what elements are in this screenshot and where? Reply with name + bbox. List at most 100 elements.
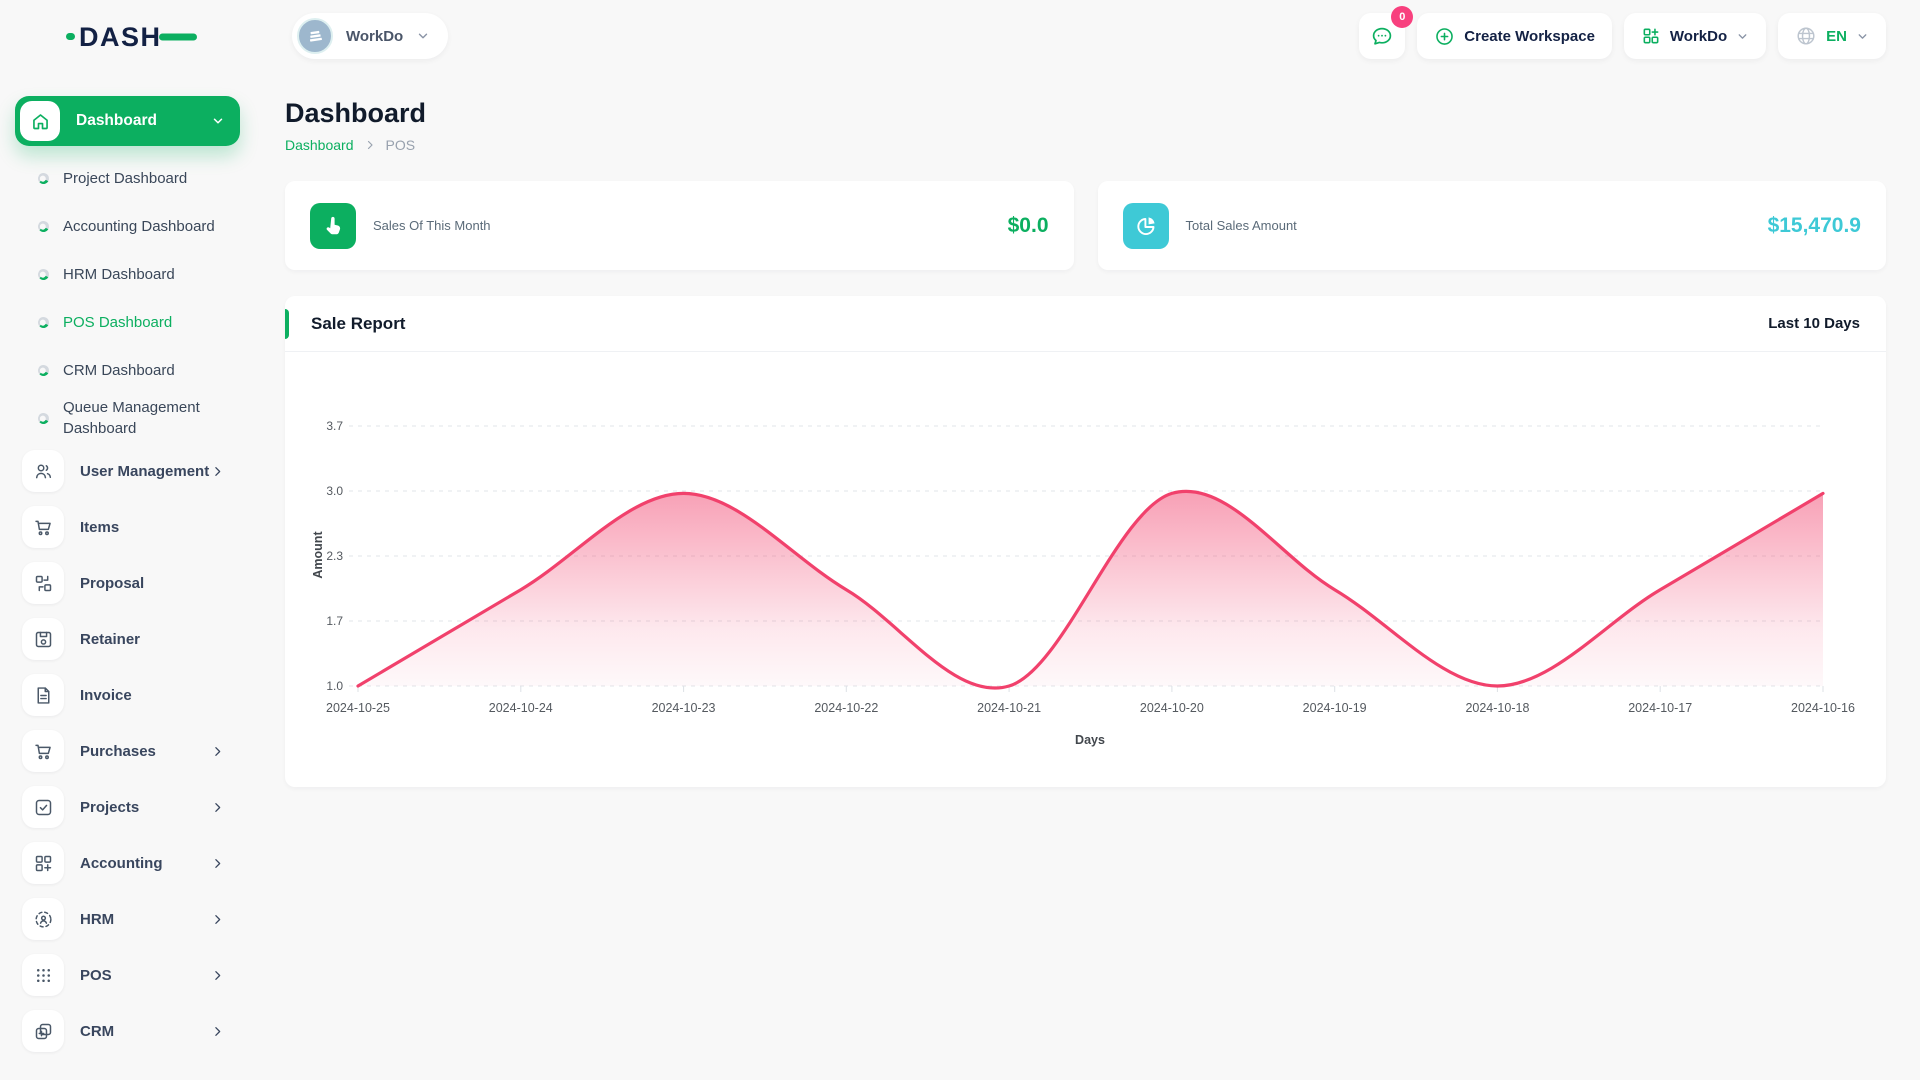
- building-icon: [309, 30, 322, 42]
- sidebar-item-label: Accounting: [80, 854, 163, 872]
- sidebar-group-label: Dashboard: [76, 112, 157, 129]
- breadcrumb-current: POS: [385, 137, 416, 153]
- x-axis-title: Days: [1075, 733, 1105, 747]
- cart-icon: [22, 506, 64, 548]
- sidebar-item-accounting-dashboard[interactable]: Accounting Dashboard: [15, 202, 240, 250]
- logo-text: DASH: [79, 22, 162, 52]
- stat-value: $15,470.9: [1767, 213, 1861, 237]
- sale-report-card: Sale Report Last 10 Days Amount Days 1.0…: [285, 296, 1886, 787]
- sidebar-item-proposal[interactable]: Proposal: [22, 562, 240, 604]
- donut-icon: [35, 218, 52, 234]
- donut-icon: [35, 314, 52, 330]
- workspace-selector[interactable]: WorkDo: [292, 13, 449, 59]
- chevron-right-icon: [211, 801, 224, 814]
- sidebar-item-dashboard[interactable]: Dashboard: [15, 96, 240, 146]
- check-square-icon: [22, 786, 64, 828]
- x-axis-tick: 2024-10-21: [977, 701, 1042, 715]
- chevron-right-icon: [364, 139, 376, 151]
- workspace-dropdown-label: WorkDo: [1669, 27, 1728, 45]
- workspace-dropdown[interactable]: WorkDo: [1623, 13, 1767, 59]
- y-axis-tick: 1.7: [326, 614, 343, 628]
- sidebar-item-retainer[interactable]: Retainer: [22, 618, 240, 660]
- x-axis-tick: 2024-10-18: [1465, 701, 1530, 715]
- sidebar-item-label: Projects: [80, 798, 140, 816]
- y-axis-tick: 3.7: [326, 419, 343, 433]
- create-workspace-button[interactable]: Create Workspace: [1417, 13, 1612, 59]
- breadcrumb: Dashboard POS: [285, 137, 1886, 153]
- sidebar-item-hrm[interactable]: HRM: [22, 898, 240, 940]
- breadcrumb-dashboard-link[interactable]: Dashboard: [285, 137, 354, 153]
- sidebar-item-items[interactable]: Items: [22, 506, 240, 548]
- crm-icon: [22, 1010, 64, 1052]
- y-axis-tick: 3.0: [326, 484, 343, 498]
- sidebar-item-label: Project Dashboard: [63, 169, 188, 187]
- sidebar-item-purchases[interactable]: Purchases: [22, 730, 240, 772]
- sidebar-item-label: Retainer: [80, 630, 141, 648]
- sidebar-item-crm[interactable]: CRM: [22, 1010, 240, 1052]
- chevron-right-icon: [211, 913, 224, 926]
- sidebar-item-projects[interactable]: Projects: [22, 786, 240, 828]
- y-axis-tick: 2.3: [326, 549, 343, 563]
- sale-report-chart: Amount Days 1.0 1.7 2.3 3.0 3.7 2024-10-25 202…: [285, 352, 1886, 786]
- sidebar: Dashboard Project Dashboard Accounting D…: [0, 72, 240, 1066]
- messages-button[interactable]: 0: [1359, 6, 1414, 59]
- chevron-right-icon: [211, 969, 224, 982]
- sidebar-item-label: HRM Dashboard: [63, 265, 175, 283]
- stats-row: Sales Of This Month $0.0 Total Sales Amo…: [285, 181, 1886, 270]
- donut-icon: [35, 362, 52, 378]
- language-label: EN: [1826, 27, 1847, 45]
- x-axis-tick: 2024-10-20: [1139, 701, 1204, 715]
- sidebar-item-user-management[interactable]: User Management: [22, 450, 240, 492]
- main-content: Dashboard Dashboard POS Sales Of This Mo…: [240, 72, 1920, 787]
- sidebar-menu: User Management Items Proposal Retainer …: [15, 450, 240, 1052]
- sidebar-item-label: CRM Dashboard: [63, 361, 175, 379]
- pointer-hand-icon: [310, 202, 356, 249]
- messages-count-badge: 0: [1391, 6, 1414, 28]
- create-workspace-label: Create Workspace: [1464, 27, 1595, 45]
- chevron-right-icon: [211, 465, 224, 478]
- sidebar-item-project-dashboard[interactable]: Project Dashboard: [15, 154, 240, 202]
- chevron-down-icon: [1736, 30, 1749, 43]
- hrm-icon: [22, 898, 64, 940]
- donut-icon: [35, 170, 52, 186]
- workspace-name: WorkDo: [346, 27, 404, 45]
- sidebar-item-label: Purchases: [80, 742, 156, 760]
- chevron-down-icon: [211, 114, 225, 128]
- language-selector[interactable]: EN: [1778, 13, 1886, 59]
- sidebar-item-invoice[interactable]: Invoice: [22, 674, 240, 716]
- x-axis-tick: 2024-10-16: [1791, 701, 1855, 715]
- cart-icon: [22, 730, 64, 772]
- globe-icon: [1797, 27, 1815, 45]
- grid-plus-icon: [1643, 28, 1659, 44]
- sidebar-item-label: Items: [80, 518, 120, 536]
- x-axis-tick: 2024-10-24: [488, 701, 553, 715]
- topbar-actions: 0 Create Workspace WorkDo EN: [1359, 6, 1886, 59]
- app-logo: DASH: [66, 18, 198, 54]
- dash-logo-icon: DASH: [66, 22, 197, 52]
- x-axis-tick: 2024-10-22: [814, 701, 879, 715]
- sidebar-item-label: Accounting Dashboard: [63, 217, 215, 235]
- sidebar-item-label: POS Dashboard: [63, 313, 173, 331]
- top-bar: DASH WorkDo 0: [0, 0, 1920, 72]
- sidebar-item-label: Invoice: [80, 686, 132, 704]
- workspace-avatar: [297, 18, 333, 54]
- sidebar-item-pos-dashboard[interactable]: POS Dashboard: [15, 298, 240, 346]
- proposal-icon: [22, 562, 64, 604]
- sidebar-item-queue-management-dashboard[interactable]: Queue Management Dashboard: [15, 394, 240, 442]
- sidebar-item-label: User Management: [80, 462, 210, 480]
- sidebar-item-label: Queue Management Dashboard: [63, 399, 200, 437]
- sidebar-item-hrm-dashboard[interactable]: HRM Dashboard: [15, 250, 240, 298]
- sidebar-item-label: POS: [80, 966, 112, 984]
- sidebar-item-accounting[interactable]: Accounting: [22, 842, 240, 884]
- stat-value: $0.0: [1007, 213, 1049, 237]
- pie-chart-icon: [1122, 202, 1169, 249]
- chat-bubble-icon: [1373, 27, 1392, 45]
- donut-icon: [35, 266, 52, 282]
- chevron-right-icon: [211, 745, 224, 758]
- chevron-right-icon: [211, 1025, 224, 1038]
- sidebar-item-crm-dashboard[interactable]: CRM Dashboard: [15, 346, 240, 394]
- sidebar-item-label: Proposal: [80, 574, 145, 592]
- sidebar-item-label: CRM: [80, 1022, 115, 1040]
- sidebar-item-pos[interactable]: POS: [22, 954, 240, 996]
- dots-grid-icon: [22, 954, 64, 996]
